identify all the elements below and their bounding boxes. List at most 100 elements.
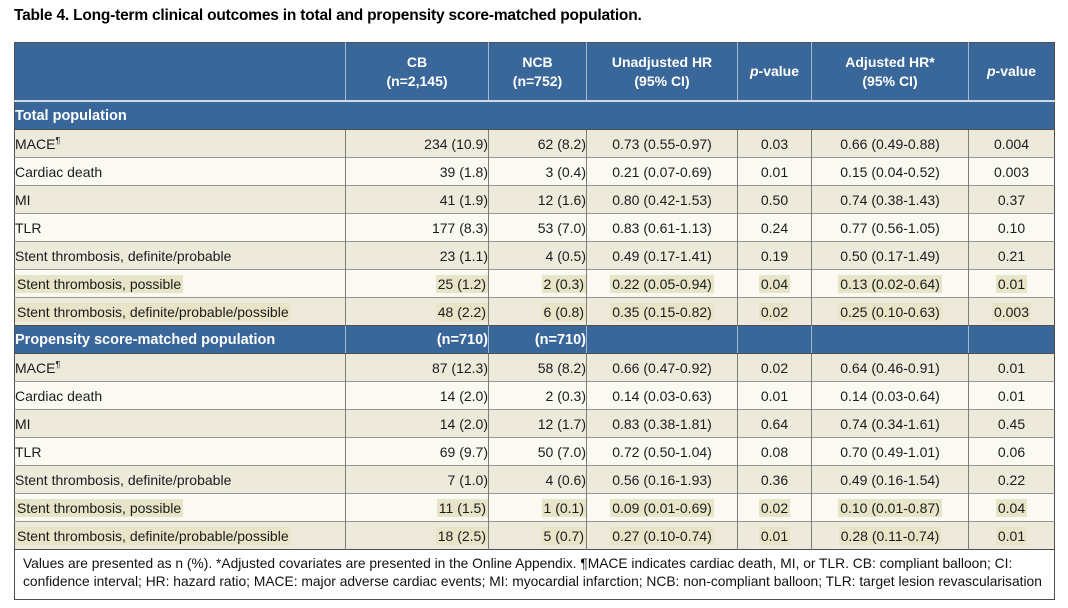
cell: 0.01: [737, 381, 812, 410]
cell-label: MI: [14, 185, 346, 214]
col-header-pvalue-adjusted: p-value: [968, 42, 1055, 102]
cell: 0.72 (0.50-1.04): [586, 437, 738, 466]
cell-label: Stent thrombosis, possible: [14, 493, 346, 522]
cell: 0.74 (0.34-1.61): [811, 409, 969, 438]
table-row: Stent thrombosis, possible 11 (1.5) 1 (0…: [14, 493, 1055, 522]
cell: 23 (1.1): [345, 241, 489, 270]
cell-label: Stent thrombosis, possible: [14, 269, 346, 298]
table-caption: Table 4. Long-term clinical outcomes in …: [14, 7, 642, 24]
cell: 2 (0.3): [488, 381, 587, 410]
cell: 87 (12.3): [345, 353, 489, 382]
cell: 2 (0.3): [488, 269, 587, 298]
cell: [586, 325, 738, 354]
outcomes-table: CB (n=2,145) NCB (n=752) Unadjusted HR (95%…: [14, 42, 1055, 601]
cell: 0.19: [737, 241, 812, 270]
cell: 3 (0.4): [488, 157, 587, 186]
cell-label: MACE¶: [14, 129, 346, 158]
section-title: Total population: [14, 100, 1055, 130]
cell: 0.22: [968, 465, 1055, 494]
col-header-adjusted-hr: Adjusted HR* (95% CI): [811, 42, 969, 102]
cell: 0.74 (0.38-1.43): [811, 185, 969, 214]
table-row: Stent thrombosis, definite/probable 7 (1…: [14, 465, 1055, 494]
cell-label: TLR: [14, 213, 346, 242]
table-row: MACE¶ 87 (12.3) 58 (8.2) 0.66 (0.47-0.92…: [14, 353, 1055, 382]
cell-label: MI: [14, 409, 346, 438]
section-n-ncb: (n=710): [488, 325, 587, 354]
table-row: TLR 69 (9.7) 50 (7.0) 0.72 (0.50-1.04) 0…: [14, 437, 1055, 466]
cell: 0.04: [737, 269, 812, 298]
cell: 0.09 (0.01-0.69): [586, 493, 738, 522]
section-n-cb: (n=710): [345, 325, 489, 354]
cell: 0.06: [968, 437, 1055, 466]
col-header-empty: [14, 42, 346, 102]
cell: 0.08: [737, 437, 812, 466]
cell-label: MACE¶: [14, 353, 346, 382]
cell: 0.25 (0.10-0.63): [811, 297, 969, 326]
cell: 0.01: [968, 269, 1055, 298]
cell: 0.13 (0.02-0.64): [811, 269, 969, 298]
cell: 0.56 (0.16-1.93): [586, 465, 738, 494]
cell: 0.37: [968, 185, 1055, 214]
col-header-line: (n=752): [512, 72, 563, 89]
cell: 11 (1.5): [345, 493, 489, 522]
cell: 14 (2.0): [345, 409, 489, 438]
cell: 50 (7.0): [488, 437, 587, 466]
cell: 0.01: [968, 521, 1055, 550]
p-italic: p: [986, 63, 996, 80]
cell: 41 (1.9): [345, 185, 489, 214]
cell: 12 (1.6): [488, 185, 587, 214]
cell: 0.10: [968, 213, 1055, 242]
cell: 0.21: [968, 241, 1055, 270]
cell: 58 (8.2): [488, 353, 587, 382]
cell: 0.02: [737, 353, 812, 382]
section-header-total: Total population: [14, 100, 1055, 130]
table-row: Cardiac death 14 (2.0) 2 (0.3) 0.14 (0.0…: [14, 381, 1055, 410]
cell: 0.49 (0.16-1.54): [811, 465, 969, 494]
cell: 0.36: [737, 465, 812, 494]
cell: 0.35 (0.15-0.82): [586, 297, 738, 326]
cell: 0.49 (0.17-1.41): [586, 241, 738, 270]
col-header-line: (95% CI): [634, 72, 690, 89]
col-header-line: -value: [995, 63, 1037, 80]
pilcrow-superscript: ¶: [55, 358, 61, 369]
cell: 0.24: [737, 213, 812, 242]
cell: 0.003: [968, 157, 1055, 186]
cell: 0.66 (0.47-0.92): [586, 353, 738, 382]
col-header-line: CB: [406, 53, 428, 70]
cell: [737, 325, 812, 354]
cell: 25 (1.2): [345, 269, 489, 298]
cell: 0.77 (0.56-1.05): [811, 213, 969, 242]
cell: 0.70 (0.49-1.01): [811, 437, 969, 466]
cell-label: Cardiac death: [14, 157, 346, 186]
cell-label: Stent thrombosis, definite/probable: [14, 465, 346, 494]
cell: 0.64 (0.46-0.91): [811, 353, 969, 382]
table-row: MACE¶ 234 (10.9) 62 (8.2) 0.73 (0.55-0.9…: [14, 129, 1055, 158]
cell: 0.01: [968, 381, 1055, 410]
cell-label: Stent thrombosis, definite/probable/poss…: [14, 521, 346, 550]
cell: 0.50 (0.17-1.49): [811, 241, 969, 270]
cell: 0.004: [968, 129, 1055, 158]
cell: 0.01: [737, 521, 812, 550]
col-header-cb: CB (n=2,145): [345, 42, 489, 102]
cell: 0.14 (0.03-0.63): [586, 381, 738, 410]
cell: 0.15 (0.04-0.52): [811, 157, 969, 186]
cell: 12 (1.7): [488, 409, 587, 438]
cell: 4 (0.5): [488, 241, 587, 270]
cell: 48 (2.2): [345, 297, 489, 326]
cell: 4 (0.6): [488, 465, 587, 494]
cell: 0.21 (0.07-0.69): [586, 157, 738, 186]
cell: 177 (8.3): [345, 213, 489, 242]
cell-label: Stent thrombosis, definite/probable: [14, 241, 346, 270]
cell: 0.14 (0.03-0.64): [811, 381, 969, 410]
cell: 0.01: [968, 353, 1055, 382]
col-header-line: (95% CI): [862, 72, 918, 89]
table-row: TLR 177 (8.3) 53 (7.0) 0.83 (0.61-1.13) …: [14, 213, 1055, 242]
col-header-line: (n=2,145): [386, 72, 448, 89]
table-row: Stent thrombosis, definite/probable/poss…: [14, 297, 1055, 326]
cell: 0.02: [737, 297, 812, 326]
table-row: Cardiac death 39 (1.8) 3 (0.4) 0.21 (0.0…: [14, 157, 1055, 186]
cell: 0.10 (0.01-0.87): [811, 493, 969, 522]
cell: [968, 325, 1055, 354]
cell: 234 (10.9): [345, 129, 489, 158]
cell: 0.66 (0.49-0.88): [811, 129, 969, 158]
